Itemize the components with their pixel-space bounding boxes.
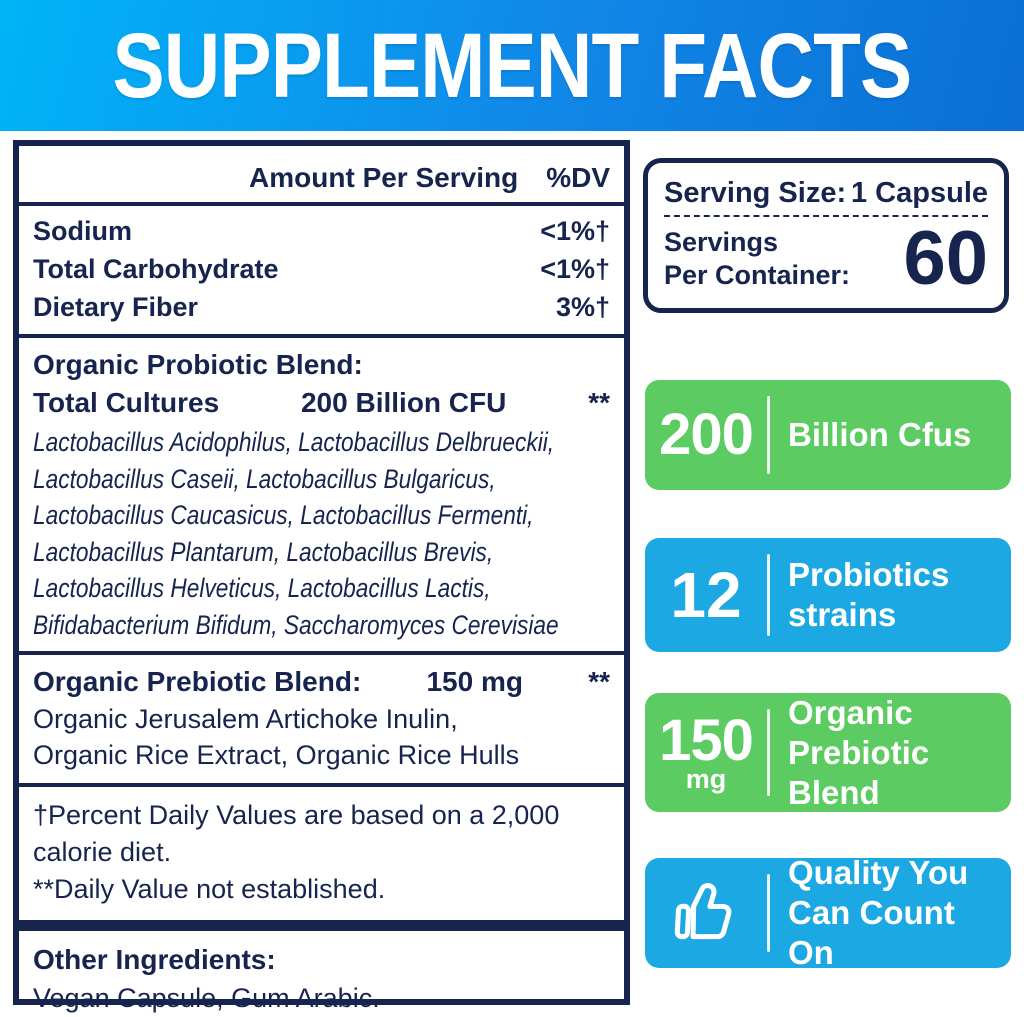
strain-list: Lactobacillus Acidophilus, Lactobacillus…: [33, 424, 559, 643]
nutrient-dv: 3%†: [555, 292, 610, 322]
servings-per-container-value: 60: [903, 216, 988, 301]
page-title: SUPPLEMENT FACTS: [112, 14, 913, 117]
badge-quality: Quality You Can Count On: [645, 854, 1011, 971]
total-cultures-amount: 200 Billion CFU: [300, 387, 507, 418]
nutrient-name: Sodium: [33, 216, 132, 246]
other-ingredients-section: Other Ingredients: Vegan Capsule, Gum Ar…: [19, 931, 624, 1017]
prebiotic-amount: 150 mg: [426, 666, 523, 697]
badge-label: Billion Cfus: [788, 416, 972, 453]
table-row: Total Cultures 200 Billion CFU **: [33, 384, 610, 422]
footnote-dv-not-established: **Daily Value not established.: [33, 874, 386, 904]
dv-column-label: %DV: [546, 162, 610, 193]
servings-per-container-label: Servings: [664, 227, 779, 257]
prebiotic-ingredient-line: Organic Jerusalem Artichoke Inulin,: [33, 704, 458, 734]
nutrient-dv: <1%†: [540, 216, 610, 246]
nutrient-name: Dietary Fiber: [33, 292, 199, 322]
badge-divider: [767, 396, 770, 474]
other-ingredients-text: Vegan Capsule, Gum Arabic.: [33, 983, 380, 1013]
badge-probiotic-strains: 12 Probiotics strains: [645, 538, 1011, 652]
prebiotic-ingredient-line: Organic Rice Extract, Organic Rice Hulls: [33, 740, 520, 770]
serving-info-box: Serving Size: 1 Capsule Servings Per Con…: [643, 158, 1009, 313]
badge-label: Quality You Can Count On: [788, 854, 969, 971]
nutrients-section: Sodium <1%† Total Carbohydrate <1%† Diet…: [19, 206, 624, 338]
other-ingredients-title: Other Ingredients:: [33, 944, 276, 975]
table-row: Sodium <1%†: [33, 212, 610, 250]
nutrient-dv: <1%†: [540, 254, 610, 284]
strain-line: Lactobacillus Acidophilus, Lactobacillus…: [33, 427, 555, 457]
supplement-facts-panel: Amount Per Serving %DV Sodium <1%† Total…: [13, 140, 630, 1013]
strain-line: Lactobacillus Plantarum, Lactobacillus B…: [33, 536, 494, 567]
probiotic-blend-title: Organic Probiotic Blend:: [33, 349, 363, 380]
footnote-daily-values: †Percent Daily Values are based on a 2,0…: [33, 800, 560, 867]
banner: SUPPLEMENT FACTS: [0, 0, 1024, 131]
thumbs-up-icon: [674, 883, 732, 940]
badge-prebiotic-blend: 150 mg Organic Prebiotic Blend: [645, 693, 1011, 812]
badge-divider: [767, 874, 770, 952]
strain-line: Lactobacillus Helveticus, Lactobacillus …: [33, 573, 491, 603]
nutrient-name: Total Carbohydrate: [33, 254, 279, 284]
badge-number: 200: [659, 402, 754, 467]
table-row: Organic Prebiotic Blend: 150 mg **: [33, 663, 610, 701]
total-cultures-dv: **: [588, 387, 610, 418]
serving-size-label: Serving Size:: [664, 177, 847, 209]
badge-divider: [767, 709, 770, 796]
badge-label: Organic Prebiotic Blend: [788, 693, 930, 811]
table-row: Total Carbohydrate <1%†: [33, 250, 610, 288]
amount-per-serving-label: Amount Per Serving: [249, 162, 519, 193]
badge-label: Probiotics strains: [788, 556, 950, 633]
servings-per-container-label: Per Container:: [664, 260, 851, 290]
total-cultures-label: Total Cultures: [33, 387, 220, 418]
serving-size-value: 1 Capsule: [851, 177, 988, 209]
prebiotic-blend-section: Organic Prebiotic Blend: 150 mg ** Organ…: [19, 655, 624, 787]
badge-number: 12: [670, 559, 742, 631]
badge-number: 150: [659, 708, 754, 773]
facts-header-section: Amount Per Serving %DV: [19, 146, 624, 206]
table-row: Dietary Fiber 3%†: [33, 288, 610, 326]
strain-line: Lactobacillus Caucasicus, Lactobacillus …: [33, 500, 534, 530]
probiotic-blend-section: Organic Probiotic Blend: Total Cultures …: [19, 338, 624, 655]
badge-billion-cfus: 200 Billion Cfus: [645, 380, 1011, 490]
strain-line: Lactobacillus Caseii, Lactobacillus Bulg…: [33, 463, 496, 494]
badge-divider: [767, 554, 770, 636]
dashed-divider: [664, 215, 988, 217]
prebiotic-blend-title: Organic Prebiotic Blend:: [33, 666, 362, 697]
footnotes-section: †Percent Daily Values are based on a 2,0…: [19, 787, 624, 931]
strain-line: Bifidabacterium Bifidum, Saccharomyces C…: [33, 609, 559, 640]
badge-unit: mg: [685, 764, 727, 794]
prebiotic-dv: **: [588, 666, 610, 697]
